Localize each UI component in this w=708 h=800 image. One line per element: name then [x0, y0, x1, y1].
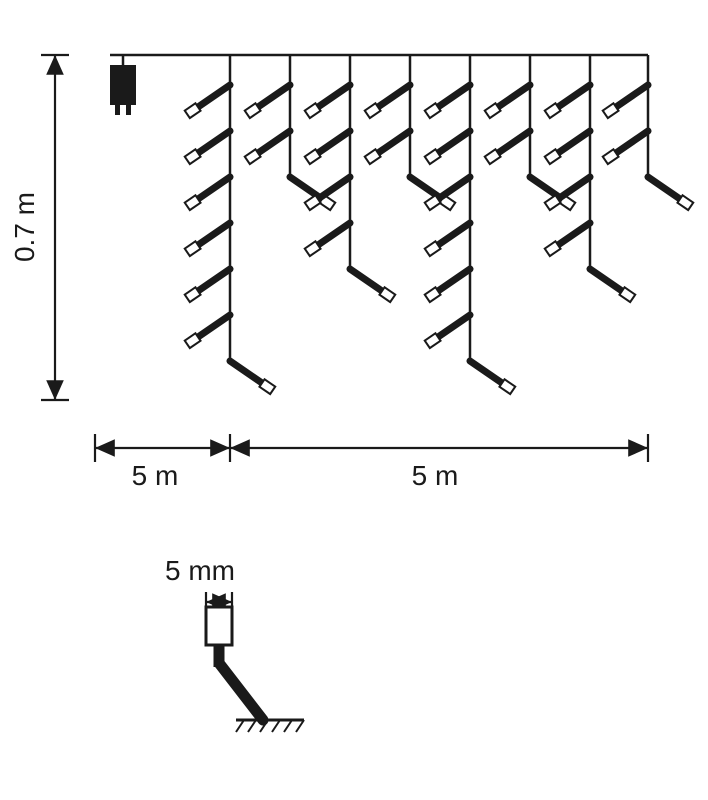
- bulb-icon: [485, 149, 501, 164]
- bulb-wire: [558, 85, 590, 107]
- bulb-icon: [499, 379, 515, 394]
- bulb-wire: [498, 131, 530, 153]
- bulb-icon: [305, 103, 321, 118]
- bulb-icon: [603, 149, 619, 164]
- bulb-icon: [545, 103, 561, 118]
- bulb-wire: [438, 223, 470, 245]
- bulb-icon: [603, 103, 619, 118]
- ground-hatch: [248, 720, 256, 732]
- bulb-icon: [185, 149, 201, 164]
- icicle-light-diagram: 0.7 m 5 m 5 m 5 mm: [0, 0, 708, 800]
- bulb-icon: [185, 103, 201, 118]
- bulb-icon: [425, 333, 441, 348]
- dim-label-width-left: 5 m: [132, 460, 179, 491]
- ground-hatch: [236, 720, 244, 732]
- bulb-wire: [378, 131, 410, 153]
- bulb-wire: [558, 223, 590, 245]
- plug-icon: [110, 65, 136, 105]
- bulb-icon: [185, 287, 201, 302]
- bulb-wire: [438, 131, 470, 153]
- bulb-icon: [545, 241, 561, 256]
- dim-label-bulb: 5 mm: [165, 555, 235, 586]
- bulb-wire: [318, 223, 350, 245]
- ground-hatch: [272, 720, 280, 732]
- bulb-icon: [425, 241, 441, 256]
- bulb-icon: [545, 195, 561, 210]
- bulb-icon: [425, 103, 441, 118]
- bulb-icon: [185, 195, 201, 210]
- ground-hatch: [296, 720, 304, 732]
- drop-strand: [545, 55, 636, 302]
- bulb-wire: [258, 131, 290, 153]
- dim-label-width-right: 5 m: [412, 460, 459, 491]
- bulb-wire: [616, 131, 648, 153]
- bulb-icon: [379, 287, 395, 302]
- bulb-wire: [438, 269, 470, 291]
- drop-strand: [603, 55, 694, 210]
- bulb-wire: [230, 361, 262, 383]
- plug-prong: [115, 105, 120, 115]
- bulb-wire: [648, 177, 680, 199]
- bulb-icon: [365, 103, 381, 118]
- bulb-wire: [198, 131, 230, 153]
- bulb-icon: [365, 149, 381, 164]
- bulb-icon: [245, 103, 261, 118]
- bulb-wire: [498, 85, 530, 107]
- dim-label-height: 0.7 m: [9, 192, 40, 262]
- bulb-wire: [378, 85, 410, 107]
- bulb-wire: [198, 85, 230, 107]
- bulb-icon: [425, 149, 441, 164]
- bulb-icon: [677, 195, 693, 210]
- bulb-icon: [425, 287, 441, 302]
- bulb-wire: [198, 177, 230, 199]
- bulb-icon: [425, 195, 441, 210]
- bulb-wire: [470, 361, 502, 383]
- bulb-icon: [545, 149, 561, 164]
- bulb-icon: [619, 287, 635, 302]
- drop-strand: [245, 55, 336, 210]
- plug-prong: [126, 105, 131, 115]
- bulb-wire: [318, 177, 350, 199]
- bulb-wire: [198, 223, 230, 245]
- bulb-icon: [185, 241, 201, 256]
- bulb-wire: [198, 315, 230, 337]
- bulb-wire: [438, 315, 470, 337]
- bulb-wire: [258, 85, 290, 107]
- bulb-icon: [305, 149, 321, 164]
- bulb-wire: [590, 269, 622, 291]
- bulb-icon: [259, 379, 275, 394]
- bulb-icon: [245, 149, 261, 164]
- detail-wire: [219, 663, 263, 720]
- ground-hatch: [284, 720, 292, 732]
- drop-strand: [485, 55, 576, 210]
- bulb-wire: [438, 177, 470, 199]
- detail-bulb-icon: [206, 607, 232, 645]
- bulb-wire: [438, 85, 470, 107]
- bulb-icon: [485, 103, 501, 118]
- drop-strand: [305, 55, 396, 302]
- bulb-wire: [558, 177, 590, 199]
- bulb-icon: [305, 195, 321, 210]
- bulb-icon: [305, 241, 321, 256]
- bulb-wire: [318, 85, 350, 107]
- drop-strand: [365, 55, 456, 210]
- bulb-wire: [198, 269, 230, 291]
- bulb-wire: [318, 131, 350, 153]
- bulb-wire: [616, 85, 648, 107]
- bulb-wire: [558, 131, 590, 153]
- bulb-icon: [185, 333, 201, 348]
- bulb-wire: [350, 269, 382, 291]
